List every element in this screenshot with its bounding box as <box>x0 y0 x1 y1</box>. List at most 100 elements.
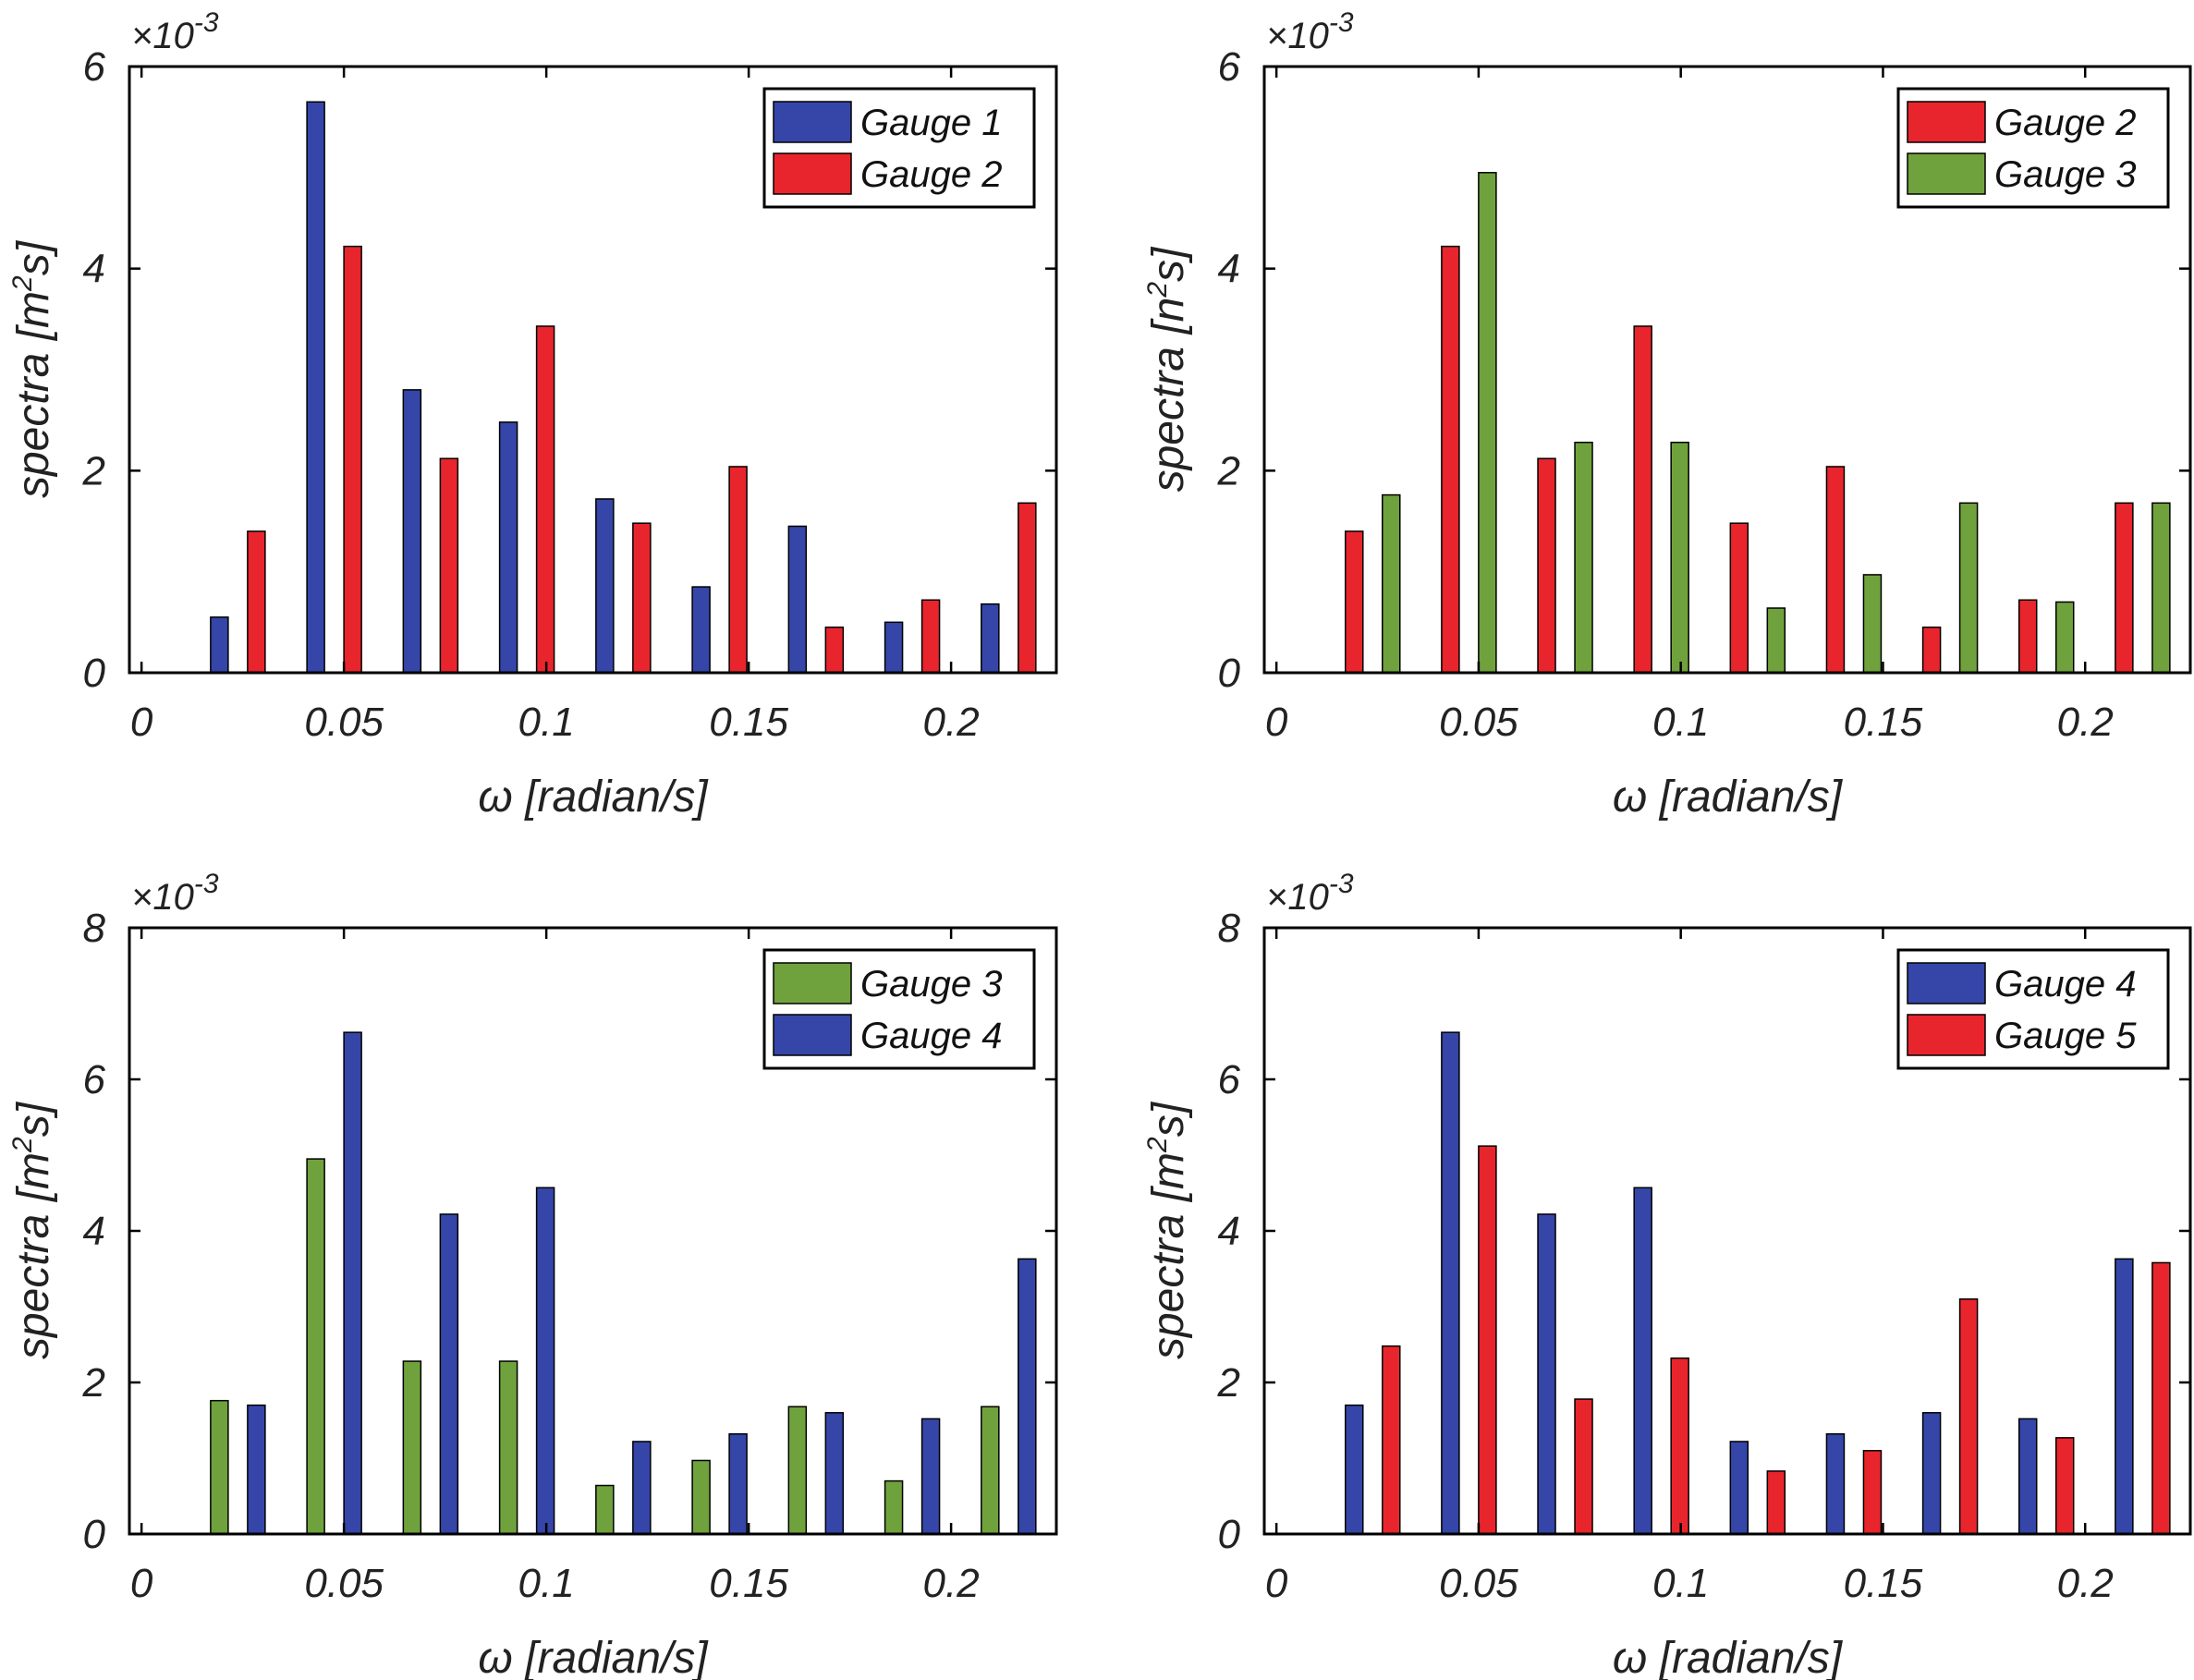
bar <box>1862 1450 1883 1535</box>
bar <box>535 1187 555 1535</box>
bar <box>1670 1357 1689 1535</box>
bar <box>1825 466 1846 674</box>
y-tick-label: 6 <box>83 1057 106 1102</box>
legend-swatch <box>1907 1014 1986 1056</box>
legend-entry-label: Gauge 2 <box>860 154 1002 195</box>
bar <box>402 389 422 674</box>
bar <box>1825 1433 1846 1535</box>
bar <box>247 1404 266 1535</box>
bar <box>1729 1441 1749 1535</box>
y-multiplier-label: ×10-3 <box>131 869 219 918</box>
bar <box>402 1360 422 1535</box>
bar <box>632 522 652 674</box>
y-tick-label: 8 <box>83 906 106 951</box>
x-tick-label: 0.05 <box>1439 1561 1518 1606</box>
bar <box>1018 502 1037 674</box>
y-tick-label: 6 <box>1218 44 1241 90</box>
y-tick-label: 4 <box>83 247 105 292</box>
bar <box>306 101 325 674</box>
y-tick-label: 2 <box>1217 1360 1240 1406</box>
bar <box>595 498 615 674</box>
bar <box>691 586 711 674</box>
bar <box>535 325 555 674</box>
y-tick-label: 4 <box>1218 247 1240 292</box>
chart-panel-4: 0 2 4 6 8 0 0.05 0.1 0.15 0.2 ×10-3 ω [radian/s] spe… <box>1142 869 2192 1680</box>
chart-panel-2: 0 2 4 6 0 0.05 0.1 0.15 0.2 ×10-3 ω [radian/s] spec… <box>1142 7 2192 822</box>
y-multiplier-label: ×10-3 <box>1266 869 1354 918</box>
legend-entry-label: Gauge 3 <box>1994 154 2136 195</box>
bar <box>210 616 229 674</box>
x-tick-label: 0.15 <box>1844 1561 1923 1606</box>
x-tick-label: 0.1 <box>1652 1561 1709 1606</box>
y-tick-label: 0 <box>83 1512 106 1557</box>
y-tick-label: 4 <box>83 1209 105 1254</box>
x-tick-label: 0.15 <box>709 1561 788 1606</box>
bar <box>2017 1418 2038 1535</box>
bar <box>1441 1031 1460 1535</box>
y-tick-label: 8 <box>1218 906 1241 951</box>
legend-swatch <box>773 152 852 195</box>
legend-swatch <box>1907 962 1986 1004</box>
bar <box>1633 1187 1652 1535</box>
plot-frame <box>1262 65 2192 675</box>
y-axis-label: spectra [m2s] <box>7 1101 58 1359</box>
bar <box>2017 599 2038 674</box>
bar <box>920 599 941 674</box>
bar <box>2115 1258 2134 1535</box>
bar <box>595 1484 615 1535</box>
chart-panel-3: 0 2 4 6 8 0 0.05 0.1 0.15 0.2 ×10-3 ω [radian/s] spe… <box>7 869 1058 1680</box>
bar <box>439 457 459 674</box>
legend: Gauge 4 Gauge 5 <box>1896 948 2170 1070</box>
legend-swatch <box>773 1014 852 1056</box>
x-tick-label: 0.2 <box>923 700 980 745</box>
legend: Gauge 2 Gauge 3 <box>1896 87 2170 209</box>
bar <box>1018 1258 1037 1535</box>
y-tick-label: 2 <box>1217 448 1240 493</box>
legend-entry-label: Gauge 4 <box>860 1016 1002 1056</box>
series-gauge-2 <box>247 245 1037 674</box>
bar <box>1766 607 1786 674</box>
bar <box>1382 1345 1401 1535</box>
series-gauge-4 <box>247 1031 1037 1535</box>
legend: Gauge 1 Gauge 2 <box>762 87 1036 209</box>
bar <box>1345 1404 1364 1535</box>
y-axis-label: spectra [m2s] <box>1142 1101 1193 1359</box>
bar <box>1537 1213 1556 1535</box>
y-tick-label: 6 <box>1218 1057 1241 1102</box>
y-tick-label: 2 <box>82 1360 105 1406</box>
legend-entry-label: Gauge 4 <box>1994 964 2136 1004</box>
bar <box>981 1406 1000 1535</box>
bar <box>2054 1437 2075 1535</box>
bar <box>1382 493 1401 674</box>
series-gauge-1 <box>210 101 1000 674</box>
series-gauge-2 <box>1345 245 2134 674</box>
x-tick-label: 0.05 <box>304 1561 384 1606</box>
series-gauge-4 <box>1345 1031 2134 1535</box>
bar <box>2151 502 2171 674</box>
bar <box>1478 172 1497 674</box>
chart-panel-1: 0 2 4 6 0 0.05 0.1 0.15 0.2 ×10-3 ω [radian/s] spec… <box>7 7 1058 822</box>
y-tick-label: 4 <box>1218 1209 1240 1254</box>
bar <box>306 1158 325 1535</box>
x-tick-label: 0.1 <box>1652 700 1709 745</box>
x-tick-label: 0 <box>130 1561 153 1606</box>
x-tick-label: 0.1 <box>518 700 575 745</box>
bar <box>2151 1261 2171 1535</box>
y-axis-label: spectra [n2s] <box>1142 246 1193 492</box>
bar <box>1921 627 1942 674</box>
bar <box>884 1479 904 1535</box>
legend-entry-label: Gauge 5 <box>1994 1016 2137 1056</box>
y-multiplier-label: ×10-3 <box>1266 7 1354 56</box>
x-tick-label: 0.1 <box>518 1561 575 1606</box>
x-tick-label: 0 <box>1265 700 1288 745</box>
plot-frame <box>128 65 1058 675</box>
bar <box>787 525 808 674</box>
bar <box>1478 1145 1497 1535</box>
bar <box>691 1459 711 1535</box>
legend: Gauge 3 Gauge 4 <box>762 948 1036 1070</box>
bar <box>787 1406 808 1535</box>
legend-swatch <box>773 962 852 1004</box>
series-gauge-3 <box>210 1158 1000 1535</box>
bar <box>1537 457 1556 674</box>
